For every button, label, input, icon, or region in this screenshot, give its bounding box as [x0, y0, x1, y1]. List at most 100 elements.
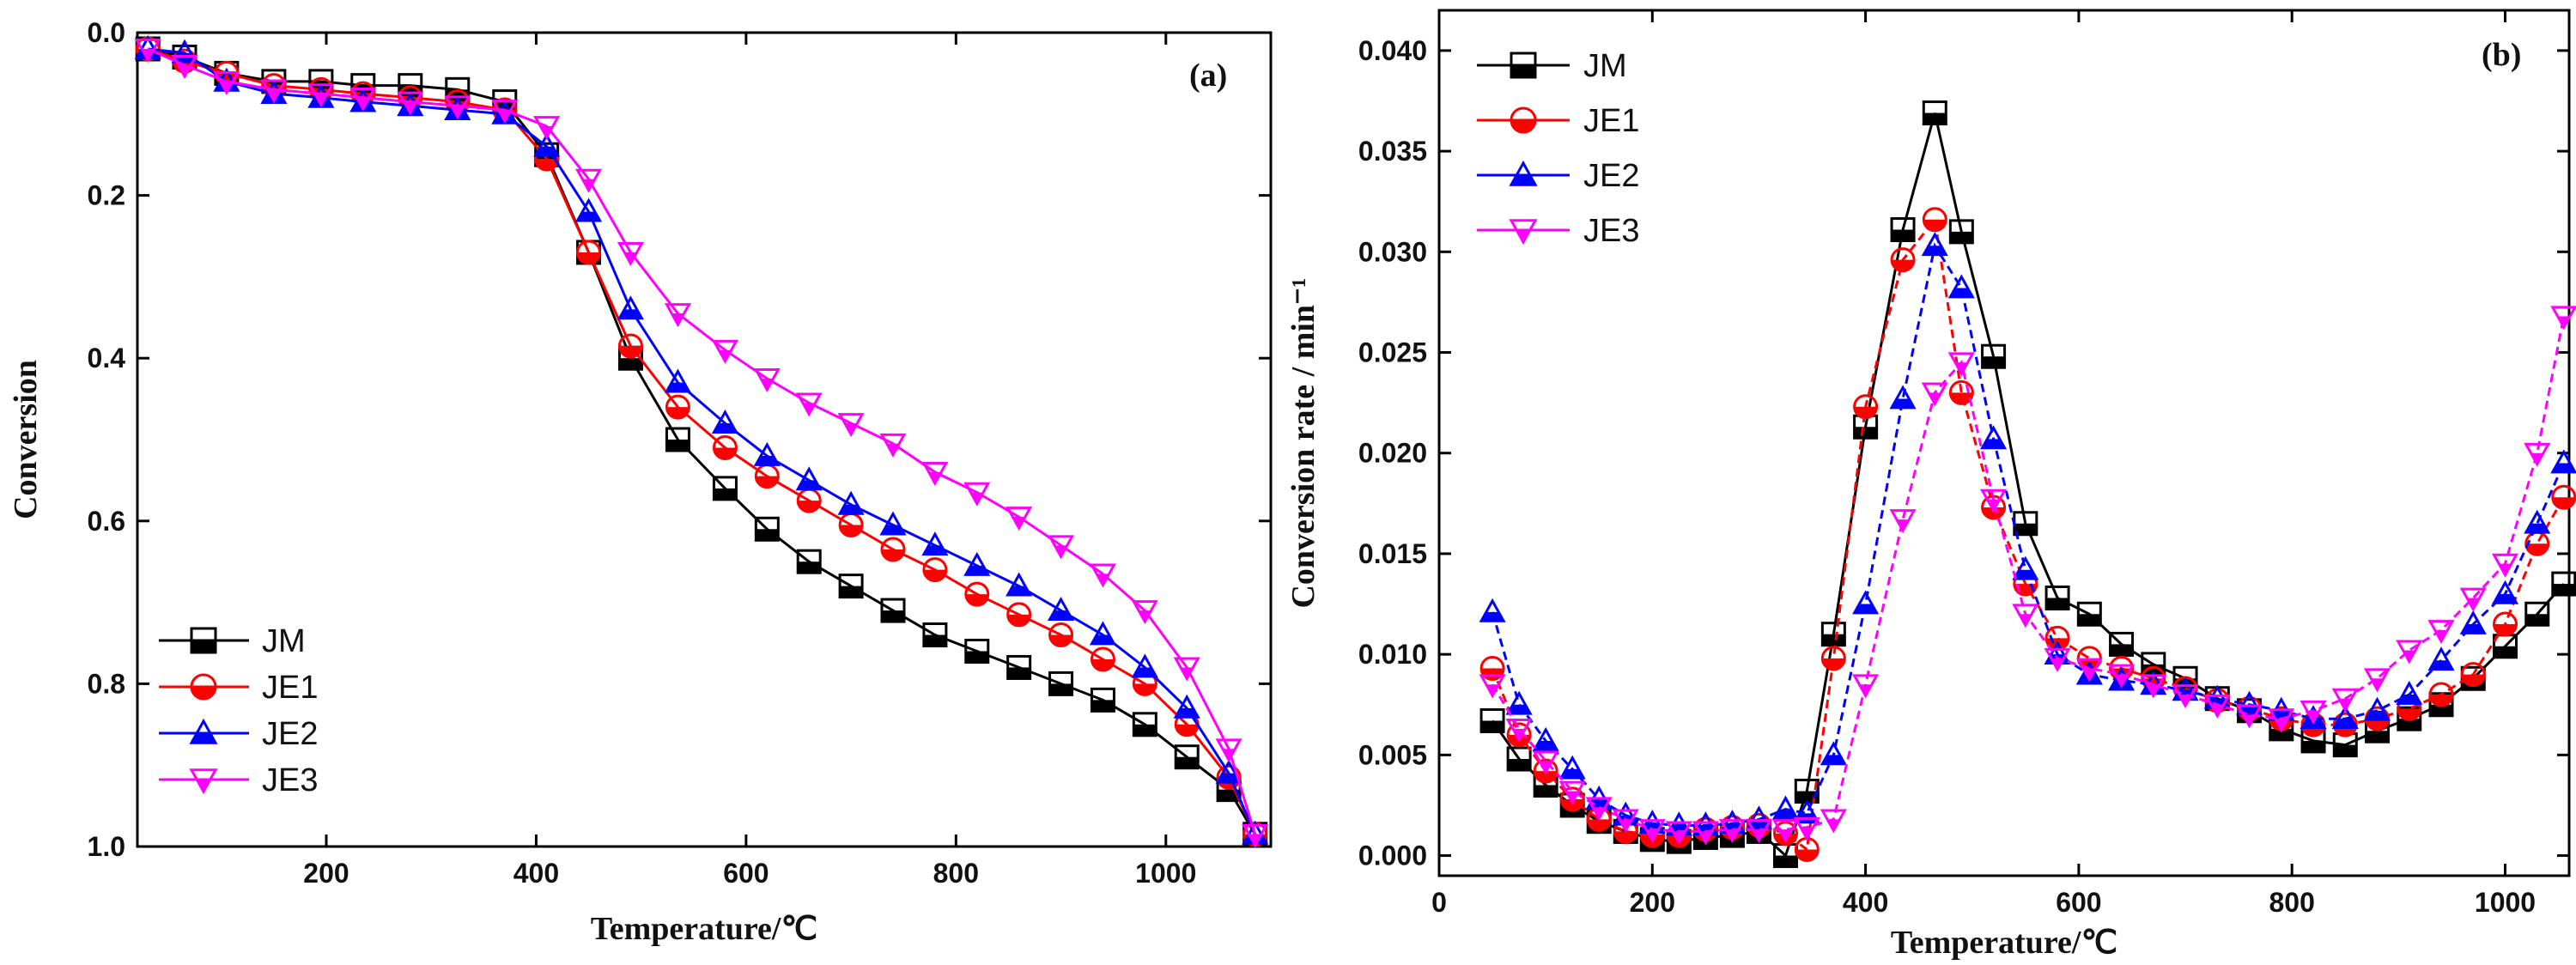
data-point-je2-fill — [1133, 667, 1157, 677]
y-tick-label: 0.030 — [1358, 236, 1427, 267]
data-point-jm-fill — [1795, 791, 1819, 803]
x-tick-label: 800 — [2269, 887, 2315, 918]
x-tick-label: 0 — [1431, 887, 1447, 918]
data-point-jm-fill — [2142, 664, 2165, 676]
data-point-je1-fill — [1854, 406, 1877, 418]
data-point-je2-fill — [882, 525, 904, 534]
panel-a-legend: JM JE1 JE2 JE3 — [159, 623, 318, 798]
legend-label-jm: JM — [262, 623, 306, 659]
data-point-jm-fill — [1892, 229, 1915, 241]
data-point-je1-fill — [1614, 831, 1637, 843]
data-point-je1-fill — [965, 594, 988, 606]
data-point-je3-fill — [2530, 452, 2544, 464]
data-point-je3-fill — [2434, 630, 2448, 642]
data-point-je3-fill — [2403, 650, 2416, 662]
y-tick-label: 0.020 — [1358, 438, 1427, 469]
data-point-je1-fill — [1091, 659, 1115, 671]
series-line-je3 — [147, 47, 1257, 835]
panel-a-plot-frame — [136, 31, 1273, 848]
panel-b-ticks: 0 200 400 600 800 1000 0.000 0.005 0.010 0.015 0.0… — [1358, 10, 2569, 918]
data-point-je3-fill — [267, 89, 281, 101]
data-point-je1-fill — [2552, 497, 2575, 509]
data-point-jm-fill — [1854, 427, 1877, 439]
data-point-je2-fill — [1534, 740, 1558, 750]
data-point-je3-fill — [404, 101, 417, 113]
data-point-je2-fill — [1176, 707, 1199, 718]
legend-entry-jm: JM — [159, 623, 306, 659]
y-tick-label: 0.000 — [1358, 841, 1427, 871]
legend-entry-je2: JE2 — [159, 716, 318, 752]
data-point-je1-fill — [2462, 674, 2485, 686]
data-point-je3-fill — [1012, 517, 1025, 529]
data-point-jm-fill — [1176, 756, 1199, 768]
data-point-jm-fill — [1133, 724, 1157, 736]
legend-marker-je3-fill — [1516, 230, 1530, 242]
data-point-jm-fill — [840, 586, 863, 598]
legend-marker-je2-fill — [1511, 175, 1535, 185]
y-tick-label: 0.8 — [88, 668, 125, 699]
data-point-je1-fill — [1176, 724, 1199, 736]
data-point-je3-fill — [356, 97, 370, 109]
y-tick-label: 0.015 — [1358, 538, 1427, 569]
data-point-je3-fill — [1249, 834, 1261, 846]
series-line-je2 — [148, 47, 1257, 835]
data-point-je2-fill — [756, 455, 779, 465]
data-point-jm-fill — [2525, 614, 2549, 626]
data-point-je2-fill — [1091, 634, 1115, 644]
data-point-je3-fill — [1726, 829, 1739, 841]
data-point-je3-fill — [1801, 827, 1814, 839]
data-point-je1-fill — [923, 569, 946, 581]
data-point-jm-fill — [1982, 356, 2005, 368]
data-point-je2-fill — [1854, 604, 1877, 613]
legend-entry-je3: JE3 — [159, 762, 318, 798]
data-point-je3-fill — [1592, 807, 1606, 819]
data-point-je2-fill — [923, 545, 946, 555]
x-tick-label: 200 — [1630, 887, 1675, 918]
data-point-je3-fill — [928, 471, 942, 483]
panel-b-label: (b) — [2482, 37, 2521, 73]
data-point-je3-fill — [1619, 819, 1632, 831]
x-tick-label: 600 — [2056, 887, 2101, 918]
data-point-je2-fill — [1892, 398, 1915, 408]
x-tick-label: 400 — [1843, 887, 1888, 918]
data-point-je3-fill — [141, 48, 155, 60]
legend-label-jm: JM — [1583, 48, 1627, 84]
data-point-je3-fill — [1673, 831, 1686, 843]
data-point-jm-fill — [882, 610, 904, 622]
data-point-je3-fill — [1987, 499, 2000, 511]
data-point-je3-fill — [1565, 791, 1579, 803]
data-point-je3-fill — [1699, 831, 1712, 843]
data-point-je2-fill — [2494, 593, 2517, 604]
data-point-jm-fill — [619, 358, 642, 370]
x-tick-label: 800 — [933, 858, 979, 889]
data-point-je2-fill — [2366, 710, 2389, 720]
data-point-jm-fill — [2014, 523, 2037, 535]
data-point-je1-fill — [2366, 719, 2389, 731]
data-point-jm-fill — [2110, 644, 2133, 656]
data-point-je2-fill — [1508, 704, 1531, 714]
panel-a: 200 400 600 800 1000 0.0 0.2 0.4 0.6 0.8 1.0 (a) T… — [8, 17, 1273, 947]
y-tick-label: 0.010 — [1358, 639, 1427, 670]
data-point-je1-fill — [577, 252, 600, 264]
data-point-jm-fill — [1950, 231, 1973, 243]
data-point-je2-fill — [965, 565, 988, 575]
y-tick-label: 0.005 — [1358, 739, 1427, 770]
data-point-je1-fill — [1049, 634, 1072, 646]
legend-marker-jm-fill — [191, 640, 216, 652]
data-point-je3-fill — [1222, 749, 1236, 761]
data-point-je3-fill — [1859, 684, 1872, 696]
data-point-je2-fill — [1561, 768, 1584, 779]
data-point-je3-fill — [802, 403, 816, 415]
data-point-je1-fill — [619, 345, 642, 357]
data-point-jm-fill — [1923, 112, 1947, 124]
data-point-je3-fill — [1646, 829, 1659, 841]
data-point-jm-fill — [2078, 614, 2101, 626]
data-point-je2-fill — [2525, 523, 2549, 533]
data-point-je1-fill — [1822, 658, 1845, 670]
data-point-je2-fill — [1982, 439, 2005, 448]
data-point-je3-fill — [451, 106, 465, 118]
data-point-je2-fill — [798, 480, 821, 489]
y-tick-label: 0.2 — [88, 180, 125, 211]
data-point-jm-fill — [714, 488, 737, 500]
